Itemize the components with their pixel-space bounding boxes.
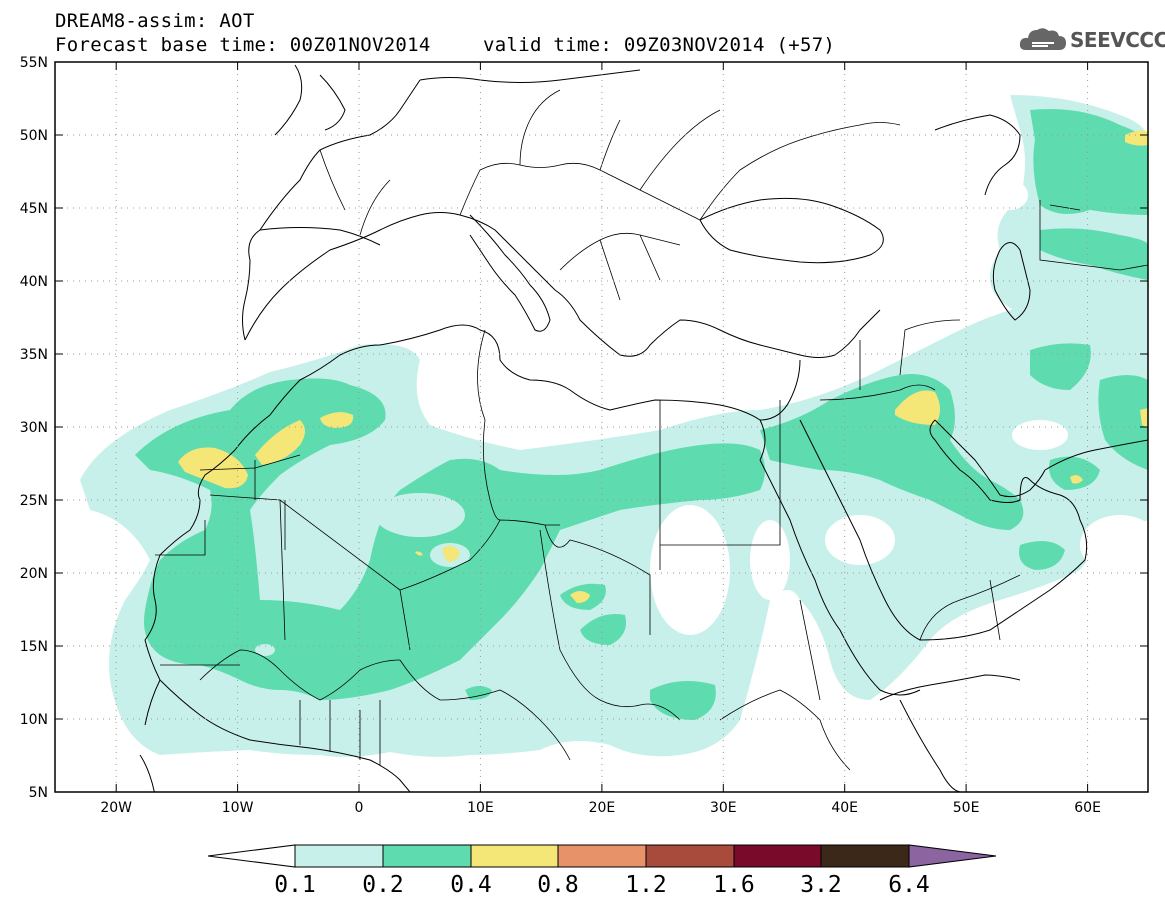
colorbar-swatch (733, 844, 822, 868)
seevccc-logo: SEEVCCC (1018, 24, 1165, 56)
colorbar-label: 3.2 (800, 872, 842, 898)
lat-label: 15N (20, 639, 48, 655)
colorbar-swatch (645, 844, 735, 868)
map-title: DREAM8-assim: AOT (55, 10, 255, 32)
colorbar-low-arrow (207, 844, 296, 868)
lon-labels: 20W 10W 0 10E 20E 30E 40E 50E 60E (100, 800, 1101, 816)
colorbar-swatch (557, 844, 647, 868)
valid-time: valid time: 09Z03NOV2014 (+57) (483, 34, 836, 56)
tick-marks (55, 62, 1148, 792)
coastlines (139, 64, 1148, 792)
colorbar-labels: 0.1 0.2 0.4 0.8 1.2 1.6 3.2 6.4 (274, 872, 930, 898)
colorbar-swatch (470, 844, 559, 868)
colorbar-label: 1.2 (625, 872, 667, 898)
colorbar-high-arrow (908, 844, 997, 868)
lat-label: 35N (20, 347, 48, 363)
lon-label: 10E (467, 800, 494, 816)
lat-label: 45N (20, 201, 48, 217)
lat-label: 40N (20, 274, 48, 290)
aot-level-0.2 (135, 109, 1148, 720)
lon-label: 20W (100, 800, 132, 816)
forecast-base-time: Forecast base time: 00Z01NOV2014 (55, 34, 431, 56)
lon-label: 20E (589, 800, 616, 816)
aot-level-0.4 (178, 130, 1148, 603)
lat-label: 5N (29, 785, 48, 801)
colorbar-swatch (820, 844, 910, 868)
colorbar-label: 6.4 (888, 872, 930, 898)
lat-label: 50N (20, 128, 48, 144)
lat-label: 10N (20, 712, 48, 728)
lat-labels: 55N 50N 45N 40N 35N 30N 25N 20N 15N 10N … (20, 55, 48, 801)
lon-label: 40E (831, 800, 858, 816)
colorbar-label: 1.6 (713, 872, 755, 898)
colorbar-label: 0.1 (274, 872, 316, 898)
lat-label: 25N (20, 493, 48, 509)
colorbar-label: 0.8 (537, 872, 579, 898)
lon-label: 50E (953, 800, 980, 816)
colorbar-swatch (294, 844, 384, 868)
aot-field (80, 95, 1148, 757)
lat-label: 20N (20, 566, 48, 582)
colorbar-label: 0.4 (450, 872, 492, 898)
country-borders (155, 89, 1148, 771)
lon-label: 0 (355, 800, 364, 816)
colorbar-swatch (382, 844, 472, 868)
lon-label: 10W (222, 800, 254, 816)
cloud-icon (1019, 28, 1066, 50)
colorbar (207, 844, 997, 868)
lat-label: 30N (20, 420, 48, 436)
lon-label: 30E (710, 800, 737, 816)
lat-label: 55N (20, 55, 48, 71)
lon-label: 60E (1074, 800, 1101, 816)
grid-lines (55, 62, 1148, 792)
colorbar-label: 0.2 (362, 872, 404, 898)
logo-text: SEEVCCC (1070, 28, 1165, 52)
